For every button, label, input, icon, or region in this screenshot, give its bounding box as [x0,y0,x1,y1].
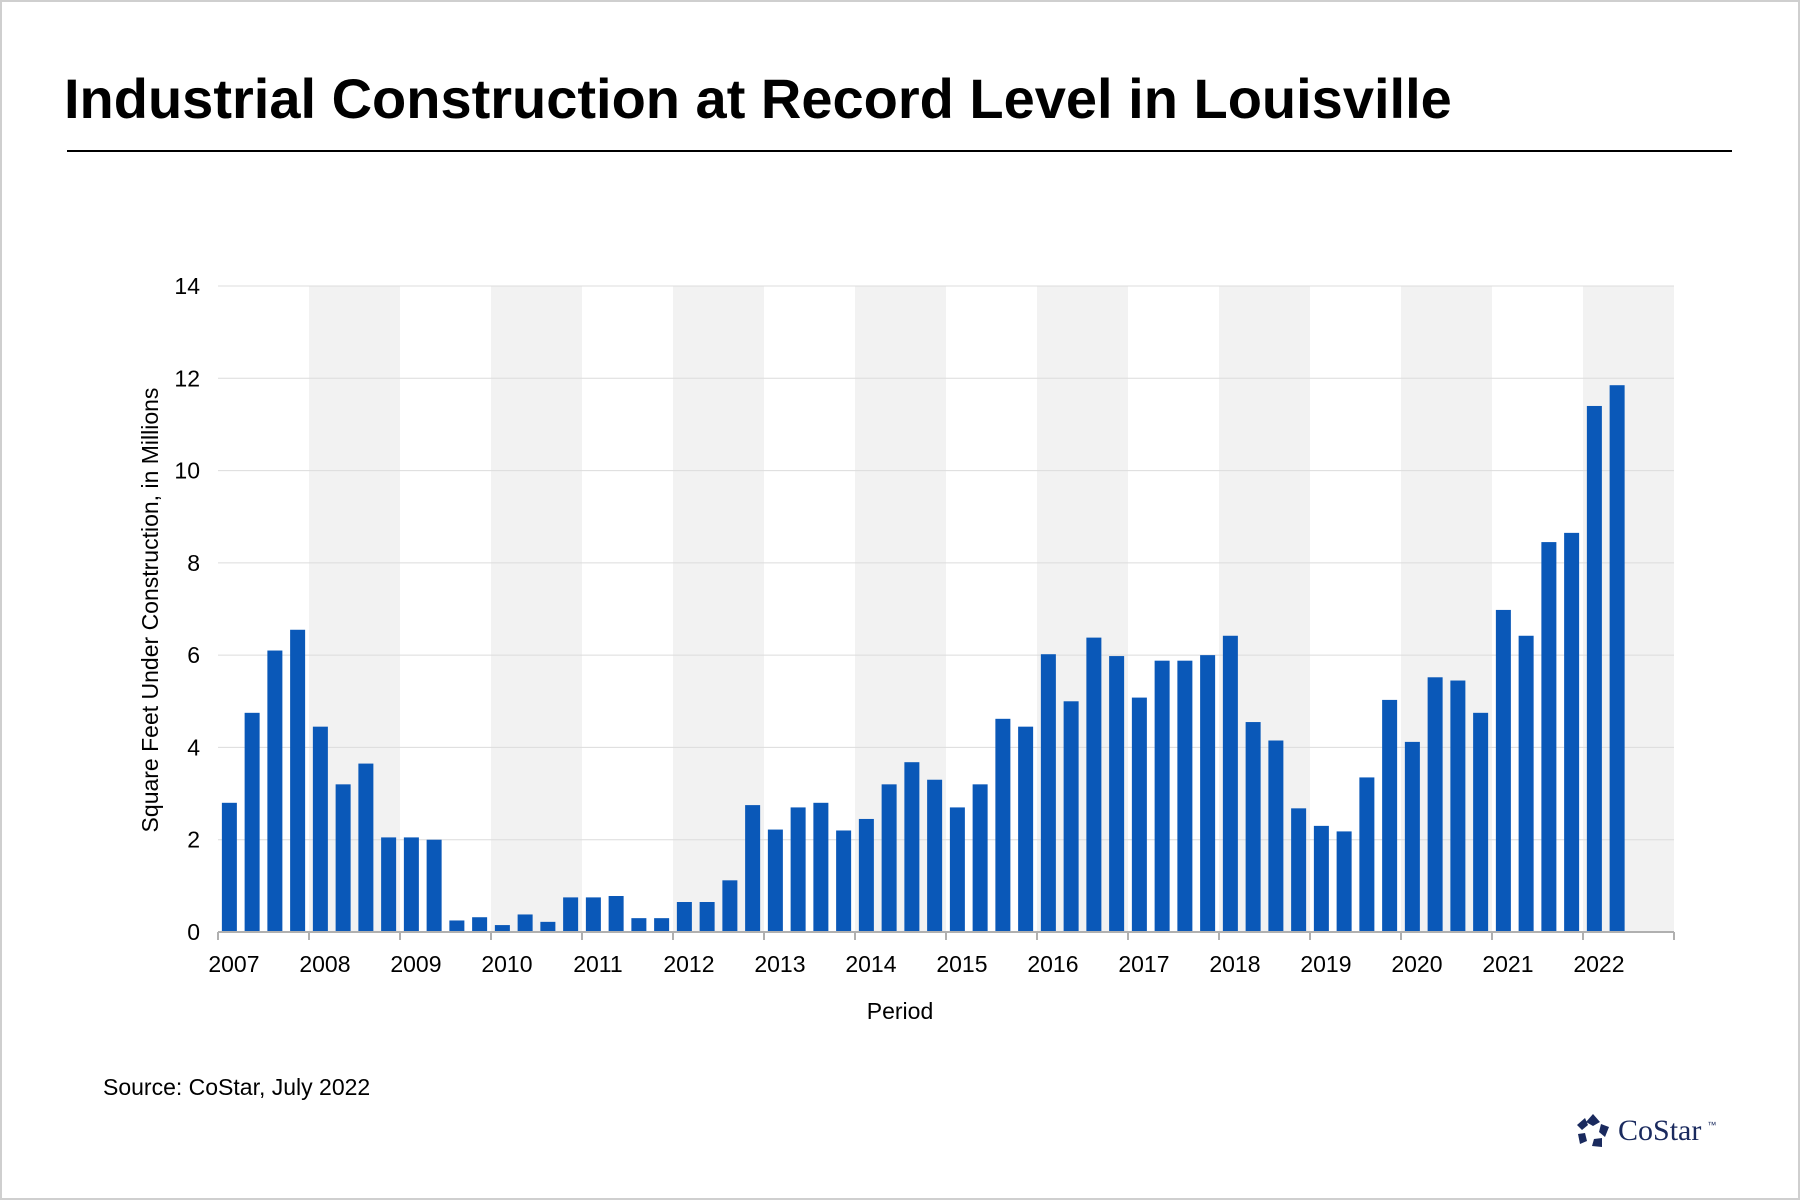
bar [1109,656,1125,932]
bar [1313,825,1329,932]
x-tick-label: 2015 [936,951,987,977]
bar [858,818,874,932]
bar [836,830,852,932]
bar [1086,637,1102,932]
bar [1541,542,1557,932]
bar [699,902,715,932]
bar [972,784,988,932]
bar [1609,385,1625,932]
bar [1473,712,1489,932]
bar [631,918,647,932]
bar [927,779,943,932]
bar [949,807,965,932]
bar [1495,609,1511,932]
bar [381,837,397,932]
bar [654,918,670,932]
bar [335,784,351,932]
bar [813,802,829,932]
bar [1404,741,1420,932]
bar [494,925,510,932]
x-tick-label: 2020 [1391,951,1442,977]
bar [426,839,442,932]
bar [676,902,692,932]
bar [1040,654,1056,932]
x-tick-label: 2016 [1027,951,1078,977]
x-tick-label: 2007 [208,951,259,977]
bar [1450,680,1466,932]
y-tick-label: 14 [174,273,200,299]
bar [1200,655,1216,932]
x-tick-label: 2010 [481,951,532,977]
y-tick-label: 2 [187,827,200,853]
costar-logo: CoStar ™ [1574,1112,1716,1150]
bar [472,917,488,932]
bar [1586,405,1602,932]
bar [1245,722,1261,932]
y-tick-label: 10 [174,458,200,484]
x-tick-label: 2022 [1573,951,1624,977]
x-tick-label: 2009 [390,951,441,977]
costar-star-icon [1577,1114,1609,1147]
x-tick-label: 2012 [663,951,714,977]
bar [1359,777,1375,932]
x-tick-label: 2021 [1482,951,1533,977]
bar [585,897,601,932]
bar [267,650,283,932]
bar [517,914,533,932]
bar [1154,660,1170,932]
bar [881,784,897,932]
x-tick-label: 2011 [573,951,622,977]
source-note: Source: CoStar, July 2022 [103,1074,371,1100]
year-band [491,286,582,932]
x-tick-label: 2013 [754,951,805,977]
logo-trademark: ™ [1707,1120,1717,1130]
bar [312,726,328,932]
bar [767,829,783,932]
chart-title: Industrial Construction at Record Level … [64,67,1452,130]
x-tick-label: 2018 [1209,951,1260,977]
bar [1063,701,1079,932]
x-tick-label: 2017 [1118,951,1169,977]
bar [1382,699,1398,932]
bar [403,837,419,932]
bar [904,762,920,932]
bar [1268,740,1284,932]
bar [790,807,806,932]
x-tick-label: 2008 [299,951,350,977]
title-divider [67,150,1732,152]
bar [1018,726,1034,932]
bar [722,880,738,932]
bar [358,763,374,932]
y-tick-label: 0 [187,919,200,945]
bar [563,897,579,932]
bar [540,921,556,932]
bar [1564,532,1580,932]
bar [1177,660,1193,932]
bar [1131,697,1147,932]
bar [608,896,624,932]
bar [1427,677,1443,932]
x-axis-label: Period [867,998,933,1024]
bar [1291,808,1307,932]
y-axis-label: Square Feet Under Construction, in Milli… [137,388,163,833]
bar [745,805,761,932]
bar [290,629,306,932]
bar [995,718,1011,932]
bar [221,802,237,932]
bar [244,712,260,932]
bar [1518,635,1534,932]
logo-text: CoStar [1618,1114,1702,1147]
bar [1336,831,1352,932]
y-tick-label: 8 [187,550,200,576]
x-tick-label: 2014 [845,951,896,977]
x-tick-label: 2019 [1300,951,1351,977]
y-tick-label: 12 [174,365,200,391]
y-tick-label: 4 [187,734,200,760]
bar [1222,635,1238,932]
bar [449,920,465,932]
y-tick-label: 6 [187,642,200,668]
